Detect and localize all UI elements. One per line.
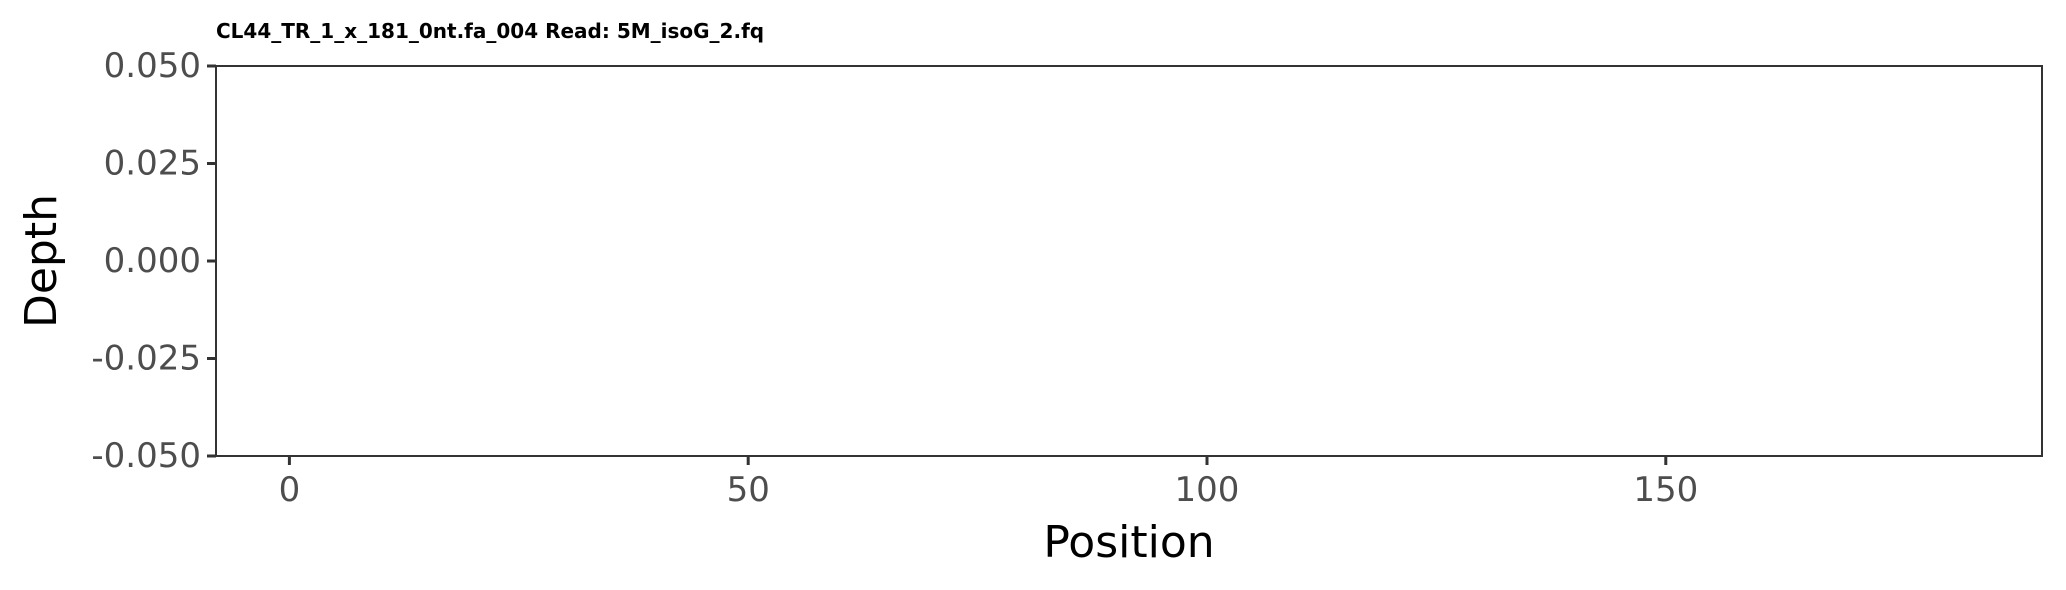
y-tick-label: 0.050 [104, 46, 201, 86]
x-tick-label: 0 [279, 470, 301, 510]
y-tick-label: -0.050 [91, 436, 201, 476]
x-axis-title: Position [1043, 517, 1214, 568]
x-tick-label: 50 [727, 470, 770, 510]
y-tick-label: -0.025 [91, 339, 201, 379]
x-tick-label: 100 [1175, 470, 1240, 510]
x-axis-ticks: 0 50 100 150 [279, 456, 1698, 510]
y-axis-ticks: 0.050 0.025 0.000 -0.025 -0.050 [91, 46, 216, 476]
y-axis-title: Depth [16, 194, 67, 328]
y-tick-label: 0.025 [104, 144, 201, 184]
y-tick-label: 0.000 [104, 241, 201, 281]
plot-panel [215, 65, 2043, 457]
x-tick-label: 150 [1633, 470, 1698, 510]
plot-title: CL44_TR_1_x_181_0nt.fa_004 Read: 5M_isoG… [216, 19, 764, 43]
